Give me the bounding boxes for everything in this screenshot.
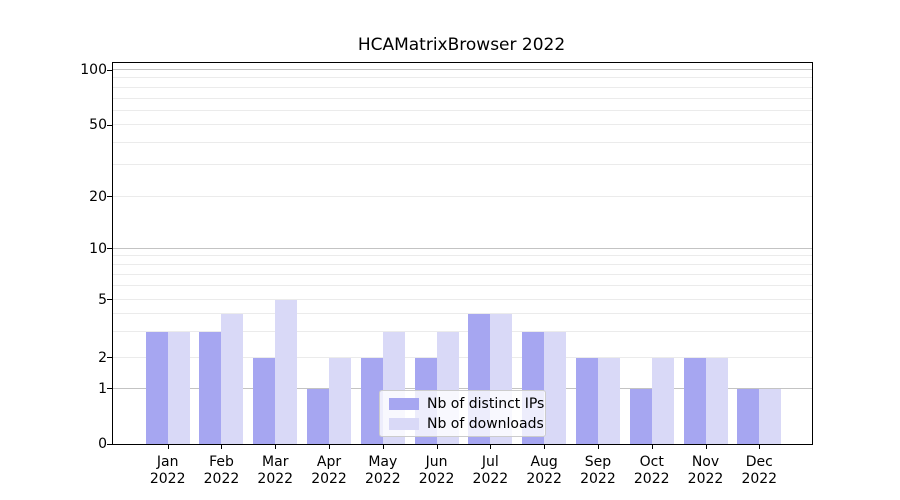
x-axis-tick-label: Jan 2022	[149, 454, 186, 487]
x-axis-tick	[651, 444, 653, 449]
bar	[737, 388, 760, 444]
legend-item: Nb of distinct IPs	[380, 396, 545, 412]
y-axis-tick	[107, 357, 112, 359]
y-axis-tick-label: 50	[89, 117, 107, 134]
bar	[199, 332, 222, 444]
y-axis-tick	[107, 196, 112, 198]
bar	[651, 357, 674, 444]
y-axis-tick-label: 100	[80, 62, 107, 78]
gridline	[113, 164, 812, 166]
x-axis-tick	[382, 444, 384, 449]
bar	[759, 388, 782, 444]
bar	[145, 332, 168, 444]
y-axis-tick-label: 5	[98, 291, 107, 308]
bar	[253, 357, 276, 444]
gridline	[113, 195, 812, 197]
legend-label: Nb of distinct IPs	[427, 395, 545, 412]
legend: Nb of distinct IPs Nb of downloads	[379, 390, 546, 437]
y-axis-tick-label: 1	[98, 380, 107, 397]
plot-area: Nb of distinct IPs Nb of downloads 0 1 2 5 10…	[80, 62, 813, 487]
y-axis-tick-label: 0	[98, 436, 107, 452]
gridline	[113, 298, 812, 300]
bar	[629, 388, 652, 444]
gridline	[113, 69, 812, 70]
bar	[705, 357, 728, 444]
bar	[360, 357, 383, 444]
bar	[575, 357, 598, 444]
bar	[307, 388, 330, 444]
y-axis-tick	[107, 124, 112, 126]
x-axis-tick	[597, 444, 599, 449]
bar	[275, 299, 298, 444]
gridline	[113, 97, 812, 99]
x-axis-tick-label: May 2022	[364, 454, 401, 487]
x-axis-tick-label: Dec 2022	[741, 454, 778, 487]
legend-swatch	[389, 417, 419, 430]
gridline	[113, 124, 812, 126]
legend-item: Nb of downloads	[380, 416, 545, 432]
bar	[329, 357, 352, 444]
bar	[597, 357, 620, 444]
gridline	[113, 356, 812, 358]
gridline	[113, 312, 812, 314]
x-axis-tick	[167, 444, 169, 449]
x-axis-tick	[329, 444, 331, 449]
x-axis-tick-label: Aug 2022	[526, 454, 562, 487]
x-axis-tick-label: Oct 2022	[633, 454, 670, 487]
gridline	[113, 109, 812, 111]
gridline	[113, 141, 812, 143]
gridline	[113, 285, 812, 287]
gridline	[113, 247, 812, 249]
x-axis-tick-label: Sep 2022	[580, 454, 616, 487]
y-axis-tick	[107, 443, 112, 445]
gridline	[113, 264, 812, 266]
y-axis-tick-label: 20	[89, 188, 107, 205]
gridline	[113, 273, 812, 275]
bar	[683, 357, 706, 444]
y-axis-tick	[107, 299, 112, 301]
x-axis-tick-label: Jun 2022	[418, 454, 455, 487]
legend-label: Nb of downloads	[427, 415, 544, 432]
gridline	[113, 387, 812, 389]
chart-title: HCAMatrixBrowser 2022	[357, 35, 566, 55]
x-axis-tick-label: Apr 2022	[311, 454, 347, 487]
x-axis-tick	[705, 444, 707, 449]
y-axis-tick	[107, 69, 112, 71]
legend-swatch	[389, 397, 419, 410]
bar	[221, 313, 244, 444]
gridline	[113, 331, 812, 333]
gridline	[113, 255, 812, 257]
y-axis-tick	[107, 388, 112, 390]
x-axis-tick	[221, 444, 223, 449]
y-axis-tick-label: 2	[98, 349, 107, 366]
x-axis-tick	[275, 444, 277, 449]
bar	[167, 332, 190, 444]
bar	[544, 332, 567, 444]
x-axis-tick-label: Nov 2022	[687, 454, 724, 487]
x-axis-tick-label: Mar 2022	[257, 454, 294, 487]
x-axis-tick	[759, 444, 761, 449]
x-axis-tick-label: Jul 2022	[472, 454, 509, 487]
x-axis-tick-label: Feb 2022	[203, 454, 240, 487]
x-axis-tick	[490, 444, 492, 449]
x-axis-tick	[436, 444, 438, 449]
y-axis-tick-label: 10	[89, 240, 107, 257]
gridline	[113, 86, 812, 88]
gridline	[113, 77, 812, 79]
y-axis-tick	[107, 248, 112, 250]
x-axis-tick	[544, 444, 546, 449]
